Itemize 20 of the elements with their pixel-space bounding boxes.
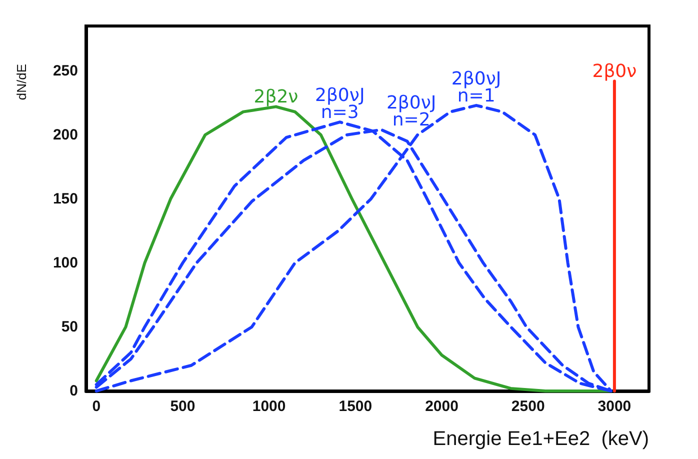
x-tick-label: 0 [92,398,101,415]
y-axis-title: dN/dE [14,64,29,100]
series-label: 2β0νJ n=2 [386,92,436,131]
series-label: 2β2ν [254,86,298,108]
x-tick-label: 3000 [598,398,632,415]
series-label: 2β0νJ n=1 [451,68,502,106]
x-tick-label: 2500 [511,398,545,415]
y-tick-label: 50 [61,318,78,336]
y-tick-label: 150 [52,190,78,208]
y-tick-label: 100 [52,254,78,272]
x-tick-label: 2000 [425,398,458,415]
series-label: 2β0ν [592,61,637,82]
x-tick-label: 1000 [252,398,286,415]
series-label: 2β0νJ n=3 [314,85,365,124]
x-tick-label: 1500 [338,398,372,415]
y-tick-label: 200 [52,126,78,144]
y-tick-label: 250 [52,62,78,80]
x-tick-label: 500 [170,398,196,415]
x-axis-title: Energie Ee1+Ee2 (keV) [432,428,649,450]
y-tick-label: 0 [70,382,78,400]
